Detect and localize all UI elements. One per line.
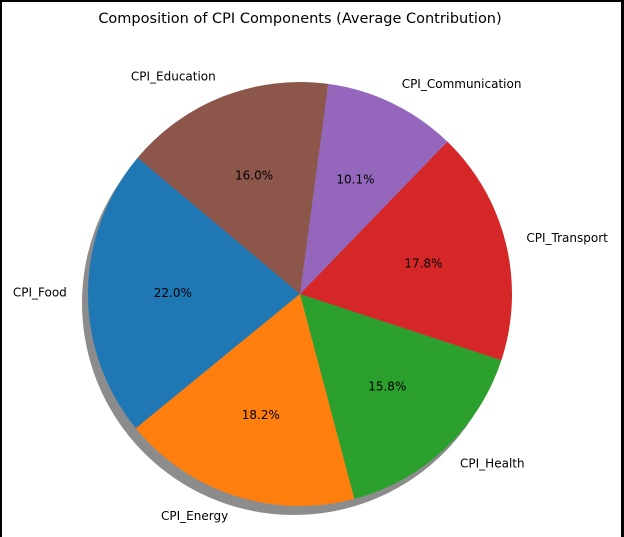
pie-slice-cpi-transport [300,141,512,361]
pie-slice-cpi-food [88,157,300,429]
slice-label-cpi-health: CPI_Health [460,457,525,471]
pct-label-cpi-transport: 17.8% [404,256,442,270]
pct-label-cpi-energy: 18.2% [242,408,280,422]
pie-slice-cpi-education [137,81,329,294]
pie-slices [88,81,512,506]
pie-labels: CPI_Food 22.0% CPI_Energy 18.2% CPI_Health 15… [13,70,608,523]
slice-label-cpi-communication: CPI_Communication [402,77,522,91]
pct-label-cpi-education: 16.0% [235,168,273,182]
pie-slice-cpi-energy [135,294,355,506]
chart-title: Composition of CPI Components (Average C… [98,11,501,27]
slice-label-cpi-energy: CPI_Energy [161,509,228,523]
slice-label-cpi-education: CPI_Education [131,70,216,84]
pie-slice-cpi-communication [300,83,448,294]
pie-slice-cpi-health [300,294,502,499]
pct-label-cpi-health: 15.8% [368,380,406,394]
pct-label-cpi-food: 22.0% [154,286,192,300]
pct-label-cpi-communication: 10.1% [336,173,374,187]
slice-label-cpi-transport: CPI_Transport [526,231,608,245]
slice-label-cpi-food: CPI_Food [13,286,67,300]
